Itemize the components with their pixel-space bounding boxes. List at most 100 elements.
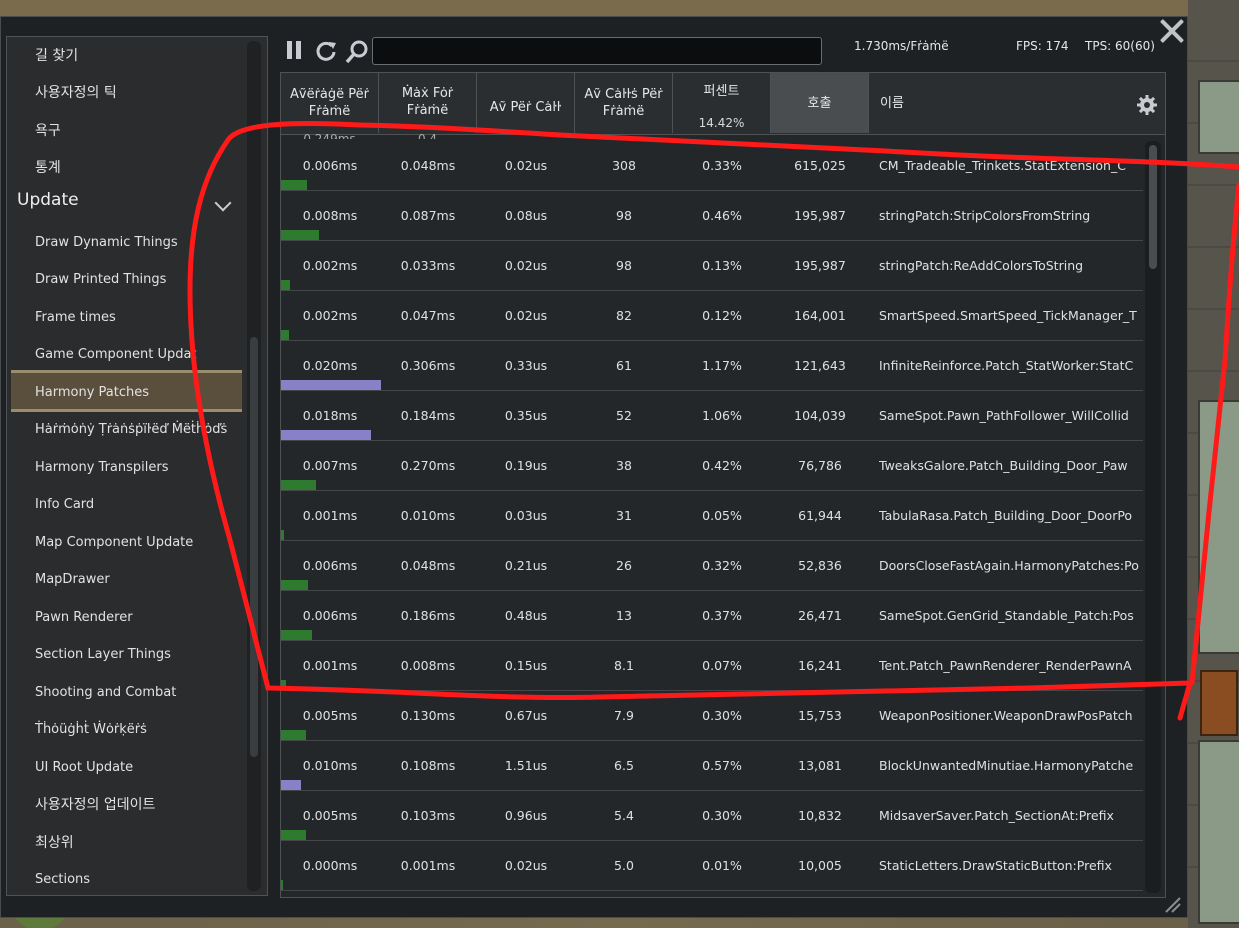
table-row[interactable]: 0.000ms 0.001ms 0.02us 5.0 0.01% 10,005 Static…	[281, 841, 1143, 891]
cell-av-per-call: 0.67us	[504, 708, 548, 723]
table-row[interactable]: 0.001ms 0.008ms 0.15us 8.1 0.07% 16,241 Tent.P…	[281, 641, 1143, 691]
gear-icon[interactable]	[1137, 95, 1157, 115]
cell-calls-per-frame: 26	[616, 558, 632, 573]
sidebar-item-pawn-renderer[interactable]: Pawn Renderer	[35, 610, 133, 625]
row-usage-bar	[281, 380, 381, 390]
header-partial-avg: 0.249ms	[303, 132, 356, 139]
column-header-name[interactable]: 이름	[880, 95, 904, 111]
cell-max-for-frame: 0.186ms	[400, 608, 456, 623]
row-usage-bar	[281, 580, 308, 590]
table-row[interactable]: 0.005ms 0.103ms 0.96us 5.4 0.30% 10,832 Midsav…	[281, 791, 1143, 841]
cell-method-name: DoorsCloseFastAgain.HarmonyPatches:Po	[879, 558, 1139, 573]
table-row[interactable]: 0.010ms 0.108ms 1.51us 6.5 0.57% 13,081 BlockU…	[281, 741, 1143, 791]
cell-calls-per-frame: 308	[612, 158, 636, 173]
sidebar-item-harmony-transpilers[interactable]: Harmony Transpilers	[35, 460, 169, 475]
resize-handle-icon[interactable]	[1162, 894, 1182, 914]
sidebar-item-harmony-patches[interactable]: Harmony Patches	[35, 385, 150, 400]
cell-av-per-call: 0.02us	[504, 308, 548, 323]
sidebar-item-info-card[interactable]: Info Card	[35, 497, 95, 512]
chevron-down-icon[interactable]	[214, 194, 232, 212]
cell-call-count: 13,081	[798, 758, 842, 773]
sidebar-section-update[interactable]: Update	[17, 190, 79, 210]
row-usage-bar	[281, 280, 290, 290]
table-row[interactable]: 0.020ms 0.306ms 0.33us 61 1.17% 121,643 Infini…	[281, 341, 1143, 391]
cell-av-per-call: 0.02us	[504, 858, 548, 873]
table-row[interactable]: 0.002ms 0.033ms 0.02us 98 0.13% 195,987 string…	[281, 241, 1143, 291]
column-header-percent[interactable]: 퍼센트 14.42%	[673, 73, 771, 133]
cell-percent: 0.37%	[702, 608, 742, 623]
table-row[interactable]: 0.006ms 0.048ms 0.02us 308 0.33% 615,025 CM_Tr…	[281, 141, 1143, 191]
table-row[interactable]: 0.007ms 0.270ms 0.19us 38 0.42% 76,786 TweaksG…	[281, 441, 1143, 491]
table-row[interactable]: 0.018ms 0.184ms 0.35us 52 1.06% 104,039 SameSp…	[281, 391, 1143, 441]
cell-calls-per-frame: 52	[616, 408, 632, 423]
sidebar-item-pathfinding[interactable]: 길 찾기	[35, 48, 79, 64]
sidebar-item-draw-printed-things[interactable]: Draw Printed Things	[35, 272, 167, 287]
search-icon[interactable]	[345, 40, 369, 64]
cell-avg-per-frame: 0.005ms	[302, 808, 358, 823]
sidebar-item-harmony-transpiled-methods[interactable]: Hȧṙṁȯṅẏ Ṭṙȧṅṡṗïŀëď Ṁëṫḣȯďṡ	[35, 422, 228, 437]
cell-percent: 0.32%	[702, 558, 742, 573]
cell-max-for-frame: 0.103ms	[400, 808, 456, 823]
table-row[interactable]: 0.008ms 0.087ms 0.08us 98 0.46% 195,987 string…	[281, 191, 1143, 241]
cell-avg-per-frame: 0.008ms	[302, 208, 358, 223]
column-header-av-per-call[interactable]: Aṽ Pëṙ Cȧŀŀ	[477, 73, 575, 133]
table-row[interactable]: 0.005ms 0.130ms 0.67us 7.9 0.30% 15,753 Weapon…	[281, 691, 1143, 741]
table-header: Aṽëṙȧġë Pëṙ Fṙȧṁë 0.249ms Ṁȧẋ Fȯṙ Fṙȧṁë …	[281, 73, 1165, 139]
cell-max-for-frame: 0.047ms	[400, 308, 456, 323]
table-row[interactable]: 0.006ms 0.186ms 0.48us 13 0.37% 26,471 SameSpo…	[281, 591, 1143, 641]
table-row[interactable]: 0.001ms 0.010ms 0.03us 31 0.05% 61,944 TabulaR…	[281, 491, 1143, 541]
sidebar-item-game-component-update[interactable]: Game Component Update	[35, 347, 197, 362]
search-input[interactable]	[372, 37, 822, 65]
cell-call-count: 164,001	[794, 308, 846, 323]
cell-call-count: 16,241	[798, 658, 842, 673]
sidebar-item-draw-dynamic-things[interactable]: Draw Dynamic Things	[35, 235, 178, 250]
column-header-calls[interactable]: 호출	[771, 73, 869, 133]
sidebar-item-map-component-update[interactable]: Map Component Update	[35, 535, 194, 550]
refresh-icon[interactable]	[315, 40, 337, 62]
sidebar-scrollbar-thumb[interactable]	[250, 337, 258, 757]
column-header-average-per-frame[interactable]: Aṽëṙȧġë Pëṙ Fṙȧṁë 0.249ms	[281, 73, 379, 139]
table-scrollbar[interactable]	[1145, 141, 1161, 893]
cell-calls-per-frame: 8.1	[614, 658, 634, 673]
cell-calls-per-frame: 61	[616, 358, 632, 373]
sidebar-item-shooting-and-combat[interactable]: Shooting and Combat	[35, 685, 177, 700]
cell-avg-per-frame: 0.018ms	[302, 408, 358, 423]
game-background-right	[1188, 0, 1239, 928]
sidebar-item-section-layer-things[interactable]: Section Layer Things	[35, 647, 171, 662]
sidebar-item-custom-update[interactable]: 사용자정의 업데이트	[35, 797, 156, 813]
cell-max-for-frame: 0.001ms	[400, 858, 456, 873]
cell-call-count: 15,753	[798, 708, 842, 723]
sidebar-item-sections[interactable]: Sections	[35, 872, 91, 887]
sidebar-item-stats[interactable]: 통계	[35, 160, 61, 176]
sidebar-item-ui-root-update[interactable]: UI Root Update	[35, 760, 134, 775]
close-button[interactable]	[1158, 17, 1186, 45]
game-background-top	[0, 0, 1239, 16]
row-usage-bar	[281, 230, 319, 240]
sidebar-item-frame-times[interactable]: Frame times	[35, 310, 116, 325]
sidebar-scrollbar[interactable]	[247, 41, 261, 891]
table-row[interactable]: 0.002ms 0.047ms 0.02us 82 0.12% 164,001 SmartS…	[281, 291, 1143, 341]
sidebar-item-mapdrawer[interactable]: MapDrawer	[35, 572, 110, 587]
cell-method-name: stringPatch:StripColorsFromString	[879, 208, 1091, 223]
cell-max-for-frame: 0.108ms	[400, 758, 456, 773]
cell-max-for-frame: 0.130ms	[400, 708, 456, 723]
cell-method-name: SameSpot.Pawn_PathFollower_WillCollid	[879, 408, 1129, 423]
cell-calls-per-frame: 5.0	[614, 858, 634, 873]
cell-max-for-frame: 0.033ms	[400, 258, 456, 273]
pause-icon[interactable]	[287, 41, 301, 59]
cell-method-name: SameSpot.GenGrid_Standable_Patch:Pos	[879, 608, 1134, 623]
table-row[interactable]: 0.006ms 0.048ms 0.21us 26 0.32% 52,836 DoorsCl…	[281, 541, 1143, 591]
cell-max-for-frame: 0.270ms	[400, 458, 456, 473]
sidebar-item-top-level[interactable]: 최상위	[35, 835, 74, 851]
column-header-av-calls-per-frame[interactable]: Aṽ Cȧŀŀṡ Pëṙ Fṙȧṁë	[575, 73, 673, 133]
sidebar-item-needs[interactable]: 욕구	[35, 123, 61, 139]
cell-calls-per-frame: 38	[616, 458, 632, 473]
cell-avg-per-frame: 0.007ms	[302, 458, 358, 473]
sidebar-item-thought-workers[interactable]: Ṫḣȯüġḣṫ Ẇȯṙḳëṙṡ	[35, 722, 147, 737]
sidebar: 길 찾기 사용자정의 틱 욕구 통계 Update Draw Dynamic T…	[6, 36, 268, 896]
cell-avg-per-frame: 0.001ms	[302, 658, 358, 673]
column-header-max-for-frame[interactable]: Ṁȧẋ Fȯṙ Fṙȧṁë 0.4	[379, 73, 477, 139]
table-scrollbar-thumb[interactable]	[1149, 145, 1157, 269]
sidebar-item-custom-tick[interactable]: 사용자정의 틱	[35, 85, 117, 101]
row-usage-bar	[281, 780, 301, 790]
